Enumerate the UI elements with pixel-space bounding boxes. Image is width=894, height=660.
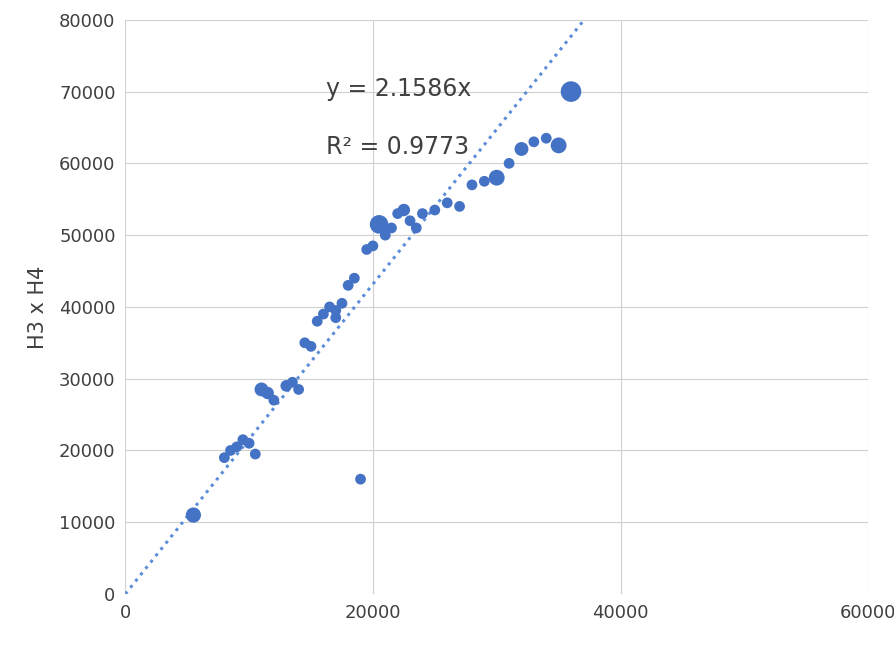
Point	[334, 298, 349, 309]
Point	[353, 474, 367, 484]
Point	[502, 158, 516, 169]
Point	[390, 209, 404, 219]
Point	[347, 273, 361, 284]
Point	[551, 140, 565, 150]
Point	[396, 205, 410, 215]
Point	[235, 434, 249, 445]
Point	[359, 244, 374, 255]
Point	[440, 197, 454, 208]
Point	[254, 384, 268, 395]
Point	[378, 230, 392, 240]
Point	[217, 452, 232, 463]
Point	[316, 309, 330, 319]
Point	[248, 449, 262, 459]
Point	[464, 180, 478, 190]
Point	[309, 316, 324, 327]
Text: R² = 0.9773: R² = 0.9773	[325, 135, 468, 158]
Point	[186, 510, 200, 520]
Text: y = 2.1586x: y = 2.1586x	[325, 77, 471, 101]
Point	[366, 241, 380, 251]
Y-axis label: H3 x H4: H3 x H4	[28, 265, 48, 348]
Point	[489, 172, 503, 183]
Point	[298, 337, 312, 348]
Point	[322, 302, 336, 312]
Point	[328, 305, 342, 315]
Point	[241, 438, 256, 449]
Point	[291, 384, 306, 395]
Point	[514, 144, 528, 154]
Point	[229, 442, 243, 452]
Point	[341, 280, 355, 290]
Point	[285, 377, 299, 387]
Point	[224, 446, 238, 456]
Point	[266, 395, 281, 405]
Point	[279, 381, 293, 391]
Point	[477, 176, 491, 187]
Point	[526, 137, 540, 147]
Point	[427, 205, 442, 215]
Point	[260, 388, 274, 399]
Point	[304, 341, 318, 352]
Point	[384, 222, 398, 233]
Point	[372, 219, 386, 230]
Point	[452, 201, 467, 212]
Point	[402, 215, 417, 226]
Point	[409, 222, 423, 233]
Point	[415, 209, 429, 219]
Point	[563, 86, 578, 97]
Point	[538, 133, 552, 143]
Point	[328, 312, 342, 323]
